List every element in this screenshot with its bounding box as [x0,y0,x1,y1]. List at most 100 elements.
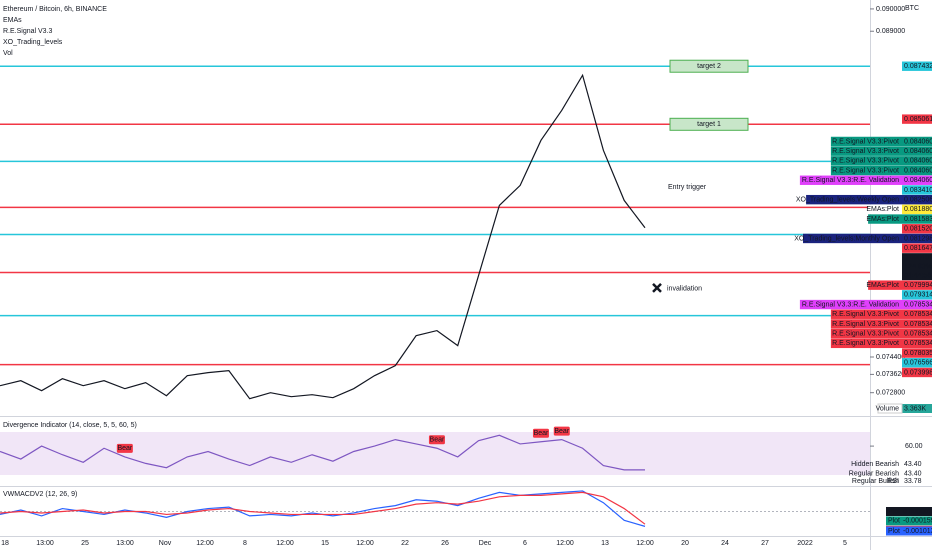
price-tag-label: 0.078534 [904,301,932,308]
y-tick-label: 0.089000 [876,28,905,35]
x-tick-label: 27 [761,540,769,547]
price-tag [902,338,932,349]
price-tag [902,233,932,244]
tag-name: R.E.Signal V3.3:Pivot [832,321,899,328]
x-tick-label: 12:00 [556,540,574,547]
price-tag [902,61,932,71]
price-tag [902,114,932,124]
x-tick-label: 18 [1,540,9,547]
tag-name: R.E.Signal V3.3:Pivot [832,340,899,347]
price-tag-label: 0.079994 [904,282,932,289]
indicator-name: XO_Trading_levels [3,39,63,46]
tag-name-box [830,146,902,156]
x-tick-label: 12:00 [636,540,654,547]
price-tag-label: 0.084060 [904,148,932,155]
price-tag [902,146,932,156]
volume-name-box [877,403,903,414]
target-label: target 2 [697,63,721,70]
x-tick-label: 12:00 [196,540,214,547]
indicator-name: Vol [3,50,13,57]
x-tick-label: 15 [321,540,329,547]
price-line [0,73,646,400]
cross-icon [652,282,662,293]
price-tag [902,319,932,329]
price-tag-label: 0.081583 [904,216,932,223]
price-tag-label: 0.082506 [904,197,932,204]
price-tag [902,185,932,195]
tag-name: R.E.Signal V3.3:Pivot [832,311,899,318]
signal-line [0,491,646,525]
volume-tag [902,404,932,413]
price-tag [902,290,932,300]
price-tag [902,348,932,358]
x-tick-label: 2022 [797,540,813,547]
x-tick-label: 13 [601,540,609,547]
price-tag-label: 0.081880 [904,206,932,213]
indicator-tag-name: Regular Bullish [852,478,899,485]
tag-name-box [868,280,902,290]
y-tick-label: 60.00 [905,443,923,450]
price-tag-label: 0.084060 [904,167,932,174]
price-tag-label: 0.084060 [904,177,932,184]
axis-unit: BTC [905,5,919,12]
volume-tag-label: 3.363K [904,405,927,412]
tag-name-box [799,299,902,310]
tag-name-box [886,526,902,536]
annotation: invalidation [667,286,702,293]
price-tag [902,253,932,281]
target-label: target 1 [697,121,721,128]
price-tag-label: 0.081298 [904,235,932,242]
indicator-tag-name: Hidden Bearish [851,461,899,468]
price-tag [902,328,932,339]
x-tick-label: 22 [401,540,409,547]
indicator-tag [902,507,932,516]
tag-name-box [830,338,902,349]
tag-name-box [830,309,902,319]
tag-name-box [830,165,902,176]
price-tag-label: 0.078035 [904,350,932,357]
x-tick-label: 8 [243,540,247,547]
price-tag-label: 0.078534 [904,340,932,347]
price-tag [902,165,932,176]
price-tag-label: 0.083410 [904,187,932,194]
indicator-tag-label: 43.40 [904,461,922,468]
bear-label: Bear [554,428,569,435]
indicator-tag-name: Regular Bearish [849,470,899,477]
price-tag [902,224,932,234]
tag-name: R.E.Signal V3.3:R.E. Validation [802,301,899,308]
bear-badge [428,435,445,445]
indicator-tag-label: -0.001013 [903,528,932,535]
bear-label: Bear [430,437,445,444]
indicator-tag [902,468,932,478]
y-tick-label: 0.074400 [876,354,905,361]
tag-name-box [799,175,902,185]
tag-name: XO_Trading_levels:Weekly Open [796,197,899,204]
tag-name: EMAs:Plot [866,282,899,289]
pane-title: VWMACDV2 (12, 26, 9) [3,491,77,498]
y-tick-label: 0.072800 [876,390,905,397]
tag-name: R.E.Signal V3.3:Pivot [832,331,899,338]
bear-label: Bear [117,445,132,452]
indicator-tag-name: Plot [888,518,900,525]
indicator-tag-label: 43.40 [904,470,922,477]
x-tick-label: 12:00 [356,540,374,547]
indicator-name: EMAs [3,17,22,24]
tag-name-box [868,204,902,215]
bear-badge [116,443,133,453]
price-change: +24.83% [904,264,932,271]
countdown: 04:44:56 [904,273,931,280]
price-tag [902,243,932,253]
x-tick-label: 26 [441,540,449,547]
tag-name-box [803,233,902,244]
indicator-name: R.E.Signal V3.3 [3,28,53,35]
tag-name-box [868,214,902,224]
price-tag [902,309,932,319]
price-tag [902,358,932,368]
price-tag [902,194,932,205]
y-tick-label: 0.090000 [876,6,905,13]
price-tag-label: 0.078534 [904,311,932,318]
x-tick-label: 5 [843,540,847,547]
price-tag [902,136,932,147]
pane-title: Divergence Indicator (14, close, 5, 5, 6… [3,422,137,429]
tag-name: XO_Trading_levels:Monthly Open [794,235,899,242]
